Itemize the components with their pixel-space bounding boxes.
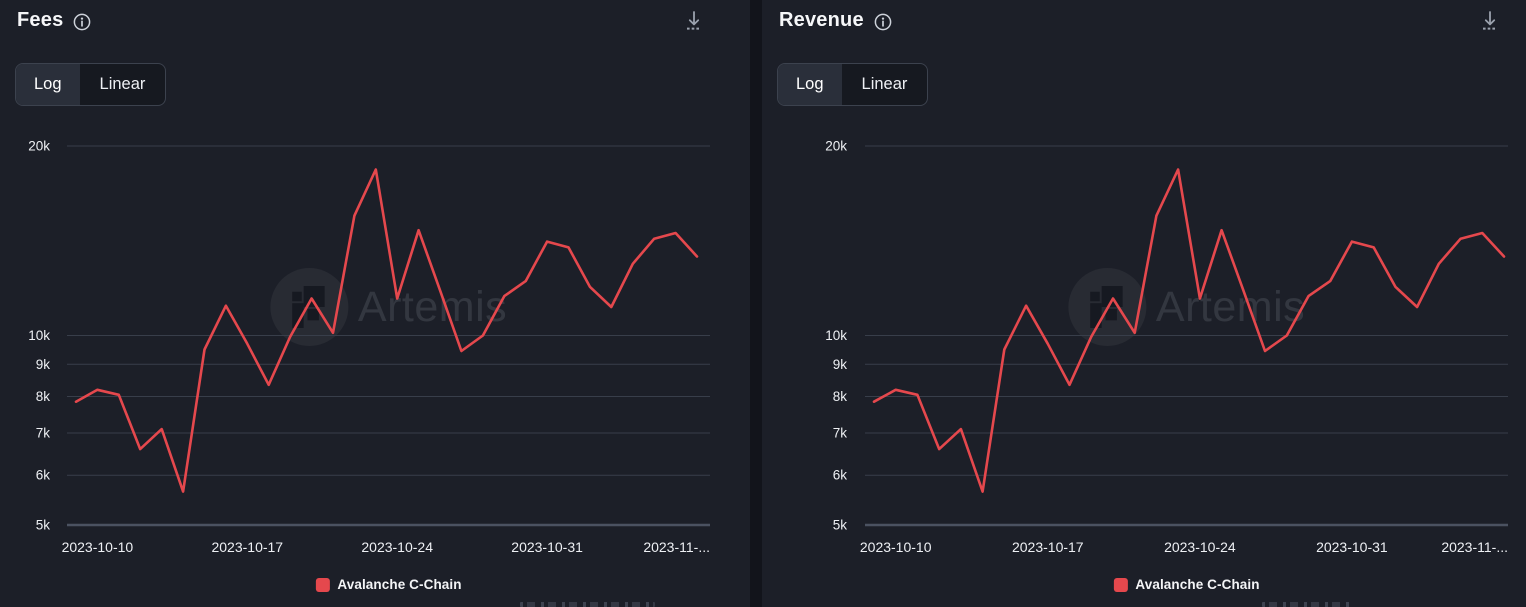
x-tick-label: 2023-10-24 — [1164, 539, 1236, 555]
y-tick-label: 6k — [36, 468, 51, 483]
y-tick-label: 8k — [833, 389, 848, 404]
panel-header: Revenue — [779, 9, 893, 32]
y-tick-label: 20k — [28, 139, 50, 154]
y-tick-label: 9k — [833, 357, 848, 372]
legend-swatch — [1113, 577, 1128, 592]
toggle-option-linear[interactable]: Linear — [80, 64, 166, 105]
legend-label: Avalanche C-Chain — [1135, 577, 1260, 592]
chart-title: Fees — [17, 9, 64, 31]
download-button[interactable] — [682, 8, 706, 34]
scale-toggle: Log Linear — [15, 63, 167, 106]
fees-line-chart: 20k 10k 9k 8k 7k 6k 5k — [28, 139, 710, 533]
toggle-option-log[interactable]: Log — [16, 64, 80, 105]
y-tick-label: 9k — [36, 357, 51, 372]
x-tick-label: 2023-10-31 — [511, 539, 583, 555]
legend-swatch — [315, 577, 330, 592]
y-tick-label: 5k — [36, 518, 51, 533]
x-tick-label: 2023-10-17 — [1011, 539, 1084, 555]
revenue-line-chart: 20k 10k 9k 8k 7k 6k 5k — [825, 139, 1508, 533]
info-icon[interactable] — [873, 12, 893, 32]
series-line — [74, 168, 699, 493]
chart-title: Revenue — [779, 9, 864, 31]
x-tick-label: 2023-11-... — [643, 539, 710, 555]
x-tick-label: 2023-10-24 — [361, 539, 433, 555]
download-icon — [687, 11, 701, 30]
series-line — [872, 168, 1506, 493]
toggle-option-linear[interactable]: Linear — [842, 64, 928, 105]
x-axis-labels: 2023-10-10 2023-10-17 2023-10-24 2023-10-31… — [762, 539, 1526, 557]
bottom-clipped-text — [520, 602, 655, 607]
panel-fees: Fees Log Linear — [0, 0, 750, 607]
y-tick-label: 7k — [36, 426, 51, 441]
x-tick-label: 2023-10-17 — [211, 539, 284, 555]
x-tick-label: 2023-10-31 — [1316, 539, 1388, 555]
x-axis-labels: 2023-10-10 2023-10-17 2023-10-24 2023-10-31… — [0, 539, 750, 557]
y-tick-label: 5k — [833, 518, 848, 533]
legend-label: Avalanche C-Chain — [337, 577, 462, 592]
y-tick-label: 10k — [825, 328, 847, 343]
info-icon[interactable] — [72, 12, 92, 32]
x-tick-label: 2023-10-10 — [61, 539, 134, 555]
y-tick-label: 7k — [833, 426, 848, 441]
x-tick-label: 2023-10-10 — [859, 539, 932, 555]
y-tick-label: 8k — [36, 389, 51, 404]
x-tick-label: 2023-11-... — [1441, 539, 1508, 555]
panel-header: Fees — [17, 9, 92, 32]
legend[interactable]: Avalanche C-Chain — [1113, 577, 1260, 592]
download-button[interactable] — [1478, 8, 1502, 34]
panel-revenue: Revenue Log Linear — [762, 0, 1526, 607]
download-icon — [1483, 11, 1497, 30]
bottom-clipped-text — [1262, 602, 1352, 607]
scale-toggle: Log Linear — [777, 63, 929, 106]
y-tick-label: 6k — [833, 468, 848, 483]
legend[interactable]: Avalanche C-Chain — [315, 577, 462, 592]
toggle-option-log[interactable]: Log — [778, 64, 842, 105]
y-tick-label: 10k — [28, 328, 50, 343]
y-tick-label: 20k — [825, 139, 847, 154]
